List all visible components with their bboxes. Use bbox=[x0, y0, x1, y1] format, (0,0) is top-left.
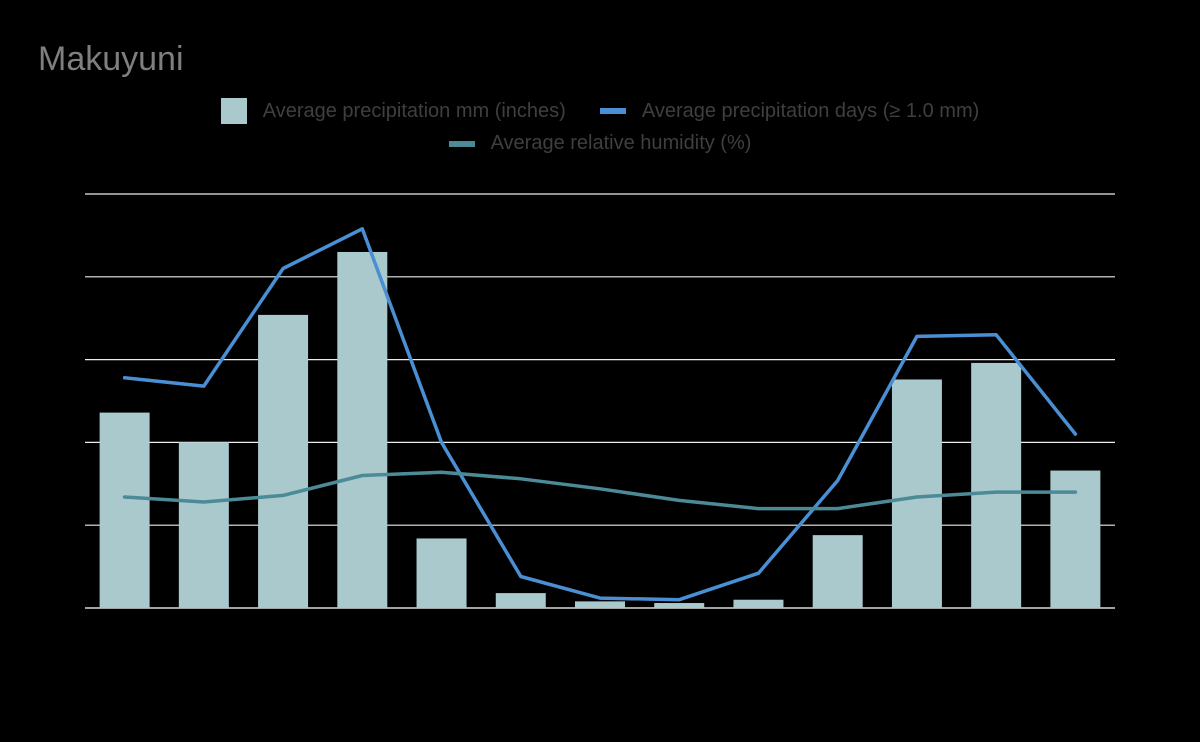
legend-row-1: Average precipitation mm (inches) Averag… bbox=[0, 98, 1200, 124]
legend-label-precip-mm: Average precipitation mm (inches) bbox=[262, 99, 566, 122]
chart-title: Makuyuni bbox=[38, 40, 184, 78]
bar bbox=[337, 251, 388, 608]
legend-item-precip-mm: Average precipitation mm (inches) bbox=[220, 98, 566, 124]
bar bbox=[971, 362, 1022, 608]
legend-row-2: Average relative humidity (%) bbox=[0, 132, 1200, 155]
bar bbox=[178, 442, 229, 608]
legend-label-precip-days: Average precipitation days (≥ 1.0 mm) bbox=[641, 99, 980, 122]
bar bbox=[654, 603, 705, 608]
legend-swatch-line-humidity bbox=[448, 140, 475, 147]
legend-swatch-bar bbox=[220, 98, 247, 124]
series-line-humidity bbox=[122, 470, 1078, 511]
legend-item-precip-days: Average precipitation days (≥ 1.0 mm) bbox=[599, 99, 980, 123]
bar bbox=[416, 538, 467, 608]
bar bbox=[258, 314, 309, 608]
bar bbox=[99, 412, 150, 608]
legend-swatch-line-days bbox=[599, 108, 626, 114]
bar bbox=[891, 379, 942, 608]
series-line-precip-days bbox=[122, 227, 1078, 602]
bar bbox=[575, 601, 625, 608]
bar bbox=[812, 535, 863, 608]
legend-item-humidity: Average relative humidity (%) bbox=[448, 132, 752, 155]
legend-label-humidity: Average relative humidity (%) bbox=[490, 132, 752, 154]
bar bbox=[733, 599, 784, 608]
bar bbox=[495, 593, 546, 608]
